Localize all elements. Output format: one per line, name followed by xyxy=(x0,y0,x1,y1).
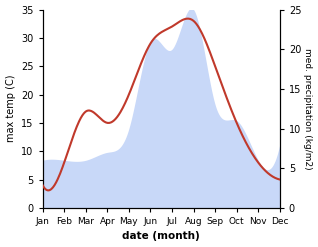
X-axis label: date (month): date (month) xyxy=(122,231,200,242)
Y-axis label: max temp (C): max temp (C) xyxy=(5,75,16,143)
Y-axis label: med. precipitation (kg/m2): med. precipitation (kg/m2) xyxy=(303,48,313,169)
